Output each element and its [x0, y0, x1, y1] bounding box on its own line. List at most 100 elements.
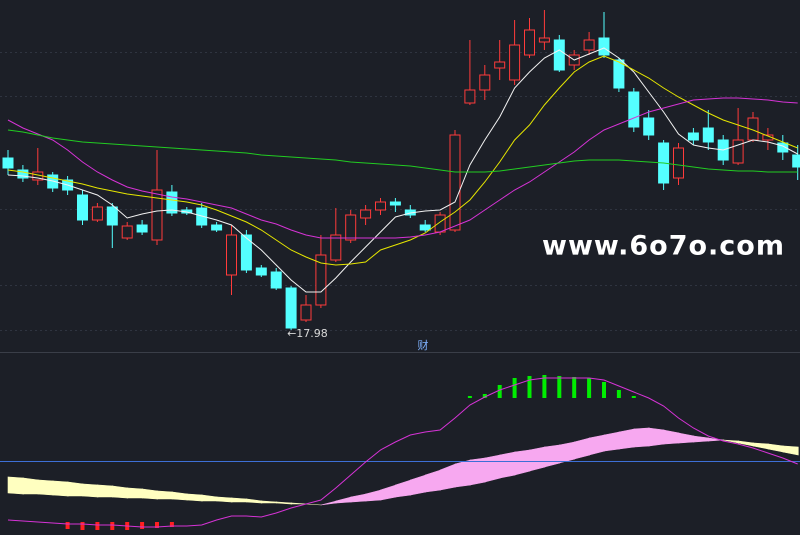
macd-band-segment [350, 493, 367, 503]
candle-body [553, 39, 565, 71]
macd-band-segment [52, 480, 69, 497]
macd-band-segment [484, 454, 501, 483]
candle-body [628, 91, 640, 128]
candle-body [300, 304, 312, 321]
macd-band-segment [737, 440, 754, 447]
macd-band-segment [141, 488, 158, 500]
candle-body [494, 61, 506, 69]
candle-body [2, 157, 14, 169]
macd-band-segment [693, 435, 710, 443]
histogram-bar [512, 378, 517, 398]
macd-band-segment [424, 469, 442, 493]
candle-body [211, 224, 223, 231]
macd-band-segment [588, 434, 605, 456]
candle-body [285, 287, 297, 329]
candle-body [479, 74, 491, 91]
histogram-bar [631, 396, 636, 398]
macd-band-segment [365, 489, 382, 502]
macd-band-segment [126, 487, 143, 499]
candle-body [792, 154, 800, 168]
macd-band-segment [663, 429, 680, 445]
macd-band-segment [380, 484, 397, 501]
candle-body [315, 254, 327, 306]
candle-body [330, 234, 342, 261]
macd-band-segment [112, 485, 129, 499]
histogram-bar [557, 376, 562, 398]
macd-band-segment [305, 503, 322, 506]
candle-body [91, 206, 103, 221]
macd-band-segment [37, 479, 54, 496]
macd-band-segment [767, 443, 784, 453]
histogram-bar [572, 377, 577, 398]
macd-band-segment [335, 496, 352, 504]
macd-band-segment [97, 484, 114, 498]
candle-body [509, 44, 521, 81]
candle-body [732, 139, 744, 164]
candle-body [121, 225, 133, 239]
candle-body [702, 127, 714, 143]
macd-band-segment [186, 493, 203, 502]
candle-body [419, 224, 431, 231]
candle-body [240, 234, 252, 271]
histogram-bar [602, 382, 606, 398]
panel-label: 财 [418, 338, 429, 352]
low-annotation: ←17.98 [287, 327, 328, 340]
histogram-bar [169, 522, 174, 527]
candle-body [673, 147, 684, 179]
macd-band-segment [603, 431, 620, 452]
candle-body [270, 271, 282, 289]
macd-band-segment [529, 446, 546, 472]
candle-body [598, 37, 610, 56]
watermark: www.6o7o.com [542, 231, 785, 262]
moving-average-line [7, 129, 798, 173]
histogram-bar [65, 522, 70, 529]
candle-body [77, 194, 88, 221]
macd-band-segment [409, 474, 427, 496]
macd-band-segment [320, 500, 337, 506]
macd-band-segment [782, 445, 799, 456]
macd-band-segment [156, 490, 173, 500]
candle-body [360, 209, 372, 219]
moving-average-line [7, 55, 798, 266]
candle-body [687, 132, 699, 141]
macd-band-segment [544, 444, 561, 468]
candle-body [524, 29, 535, 56]
candle-body [613, 59, 625, 89]
histogram-bar [155, 522, 159, 528]
macd-band-segment [618, 428, 635, 450]
candle-body [226, 234, 237, 276]
candle-body [345, 214, 357, 241]
candle-body [106, 206, 118, 226]
candle-body [166, 191, 178, 214]
candle-body [17, 169, 29, 179]
candle-body [151, 189, 163, 241]
macd-band-segment [290, 502, 307, 505]
indicator-panel [0, 375, 800, 530]
macd-band-segment [633, 427, 650, 448]
candle-body [136, 224, 148, 233]
candle-body [255, 267, 267, 276]
histogram-bar [542, 375, 547, 398]
moving-average-line [7, 97, 798, 239]
histogram-bar [140, 522, 145, 529]
histogram-bar [497, 385, 502, 398]
macd-band-segment [454, 459, 471, 488]
histogram-bar [482, 394, 487, 398]
macd-band-segment [22, 477, 39, 495]
candle-body [583, 39, 595, 51]
macd-band-segment [648, 427, 665, 447]
macd-band-segment [499, 451, 516, 479]
moving-average-line [7, 47, 798, 293]
candle-body [464, 89, 476, 104]
macd-band-segment [395, 479, 412, 498]
macd-band-segment [7, 476, 24, 495]
histogram-bar [95, 522, 100, 530]
candle-body [375, 201, 386, 211]
macd-band-segment [82, 483, 99, 498]
candle-body [434, 214, 446, 233]
macd-band-segment [201, 494, 218, 502]
macd-band-segment [246, 498, 263, 504]
macd-band-segment [573, 437, 591, 460]
